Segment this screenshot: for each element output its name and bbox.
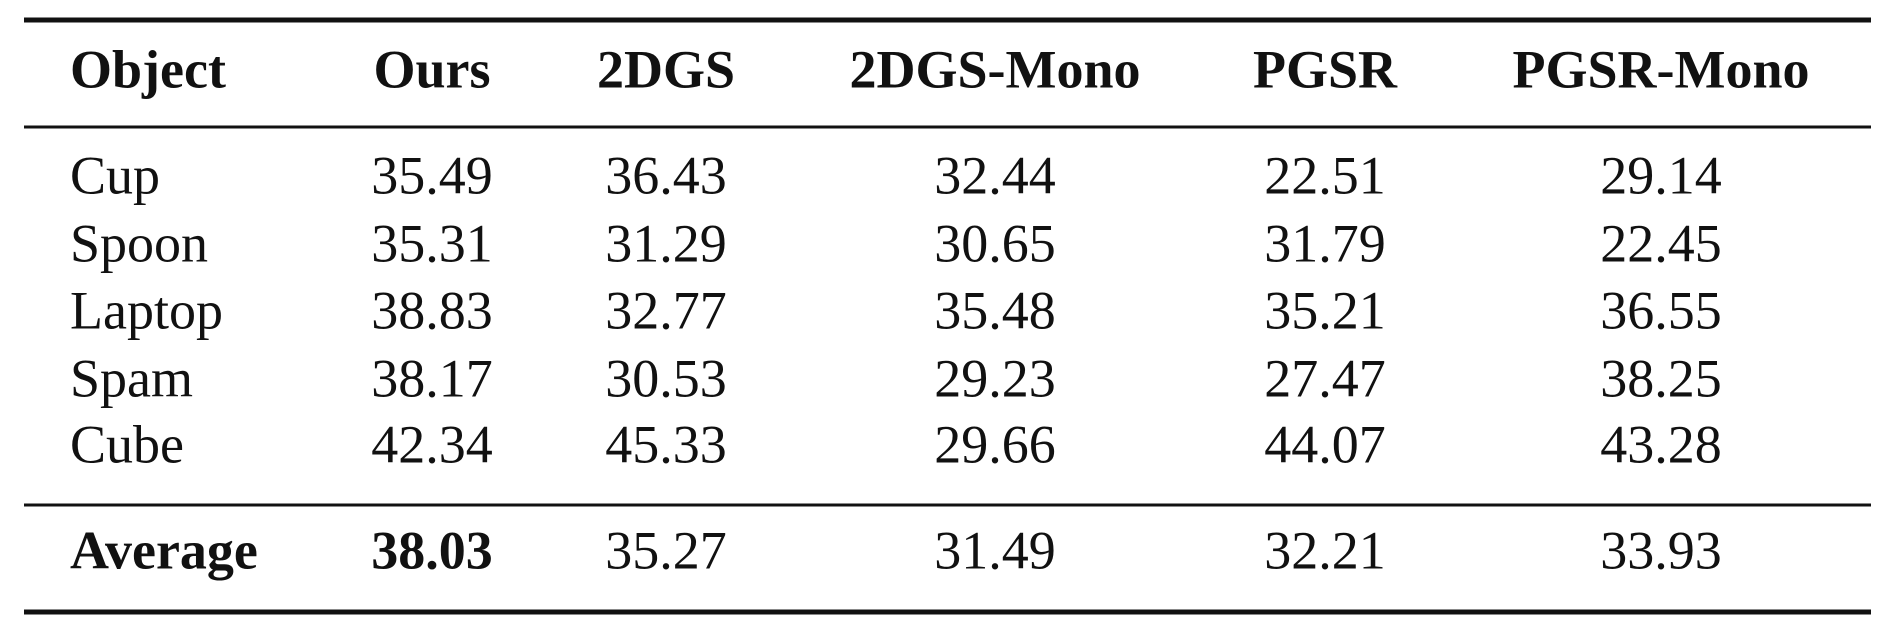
- header-cell: Object: [70, 39, 226, 99]
- header-cell: PGSR-Mono: [1513, 39, 1810, 99]
- metric-cell: 42.34: [371, 414, 493, 474]
- metric-cell: 35.21: [1264, 280, 1386, 340]
- average-cell: 32.21: [1264, 520, 1386, 580]
- average-cell: 35.27: [605, 520, 727, 580]
- metric-cell: 35.48: [934, 280, 1056, 340]
- average-label: Average: [70, 520, 258, 580]
- metric-cell: 45.33: [605, 414, 727, 474]
- object-name: Cup: [70, 145, 160, 205]
- metric-cell: 27.47: [1264, 348, 1386, 408]
- metric-cell: 43.28: [1600, 414, 1722, 474]
- metric-cell: 22.45: [1600, 213, 1722, 273]
- object-name: Laptop: [70, 280, 223, 340]
- metric-cell: 32.44: [934, 145, 1056, 205]
- metric-cell: 29.66: [934, 414, 1056, 474]
- metric-cell: 38.83: [371, 280, 493, 340]
- metric-cell: 29.14: [1600, 145, 1722, 205]
- header-cell: 2DGS: [597, 39, 735, 99]
- metric-cell: 29.23: [934, 348, 1056, 408]
- metric-cell: 36.55: [1600, 280, 1722, 340]
- metric-cell: 44.07: [1264, 414, 1386, 474]
- metric-cell: 35.31: [371, 213, 493, 273]
- object-name: Spoon: [70, 213, 208, 273]
- average-cell: 38.03: [371, 520, 493, 580]
- metric-cell: 35.49: [371, 145, 493, 205]
- metric-cell: 38.25: [1600, 348, 1722, 408]
- metric-cell: 32.77: [605, 280, 727, 340]
- metric-cell: 22.51: [1264, 145, 1386, 205]
- object-name: Cube: [70, 414, 184, 474]
- metric-cell: 38.17: [371, 348, 493, 408]
- average-cell: 31.49: [934, 520, 1056, 580]
- average-cell: 33.93: [1600, 520, 1722, 580]
- metric-cell: 31.29: [605, 213, 727, 273]
- metric-cell: 36.43: [605, 145, 727, 205]
- header-cell: PGSR: [1253, 39, 1398, 99]
- header-cell: 2DGS-Mono: [849, 39, 1140, 99]
- header-cell: Ours: [373, 39, 490, 99]
- metric-cell: 31.79: [1264, 213, 1386, 273]
- metric-cell: 30.65: [934, 213, 1056, 273]
- metric-cell: 30.53: [605, 348, 727, 408]
- object-name: Spam: [70, 348, 193, 408]
